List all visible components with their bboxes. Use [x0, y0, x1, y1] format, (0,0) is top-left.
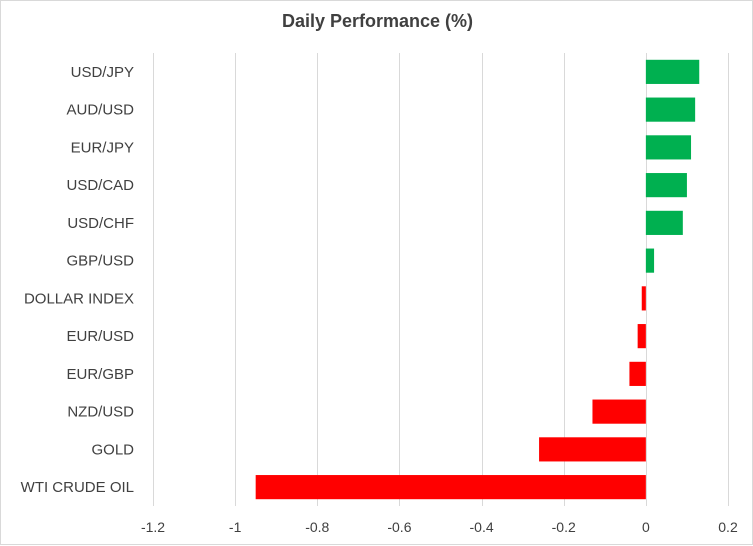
- x-tick-label: -1: [229, 519, 242, 535]
- bar: [629, 361, 646, 386]
- category-label: USD/CHF: [67, 215, 134, 232]
- category-label: NZD/USD: [67, 404, 134, 421]
- x-tick-label: -0.8: [305, 519, 329, 535]
- bar: [645, 173, 687, 198]
- bar: [637, 324, 646, 349]
- x-tick-label: -0.6: [387, 519, 411, 535]
- category-label: DOLLAR INDEX: [24, 290, 134, 307]
- bar: [592, 399, 646, 424]
- bar: [645, 135, 692, 160]
- category-label: GOLD: [91, 441, 134, 458]
- x-tick-label: 0: [642, 519, 650, 535]
- bar: [255, 475, 646, 500]
- x-tick-label: -1.2: [141, 519, 165, 535]
- bar: [645, 248, 655, 273]
- category-label: EUR/GBP: [66, 366, 134, 383]
- bar: [645, 97, 696, 122]
- x-tick-label: 0.2: [718, 519, 738, 535]
- bar: [539, 437, 646, 462]
- bar: [645, 59, 700, 84]
- x-tick-label: -0.4: [470, 519, 494, 535]
- category-label: WTI CRUDE OIL: [21, 479, 134, 496]
- category-label: EUR/JPY: [71, 139, 134, 156]
- category-label: USD/JPY: [71, 64, 134, 81]
- category-label: GBP/USD: [66, 253, 134, 270]
- bar: [645, 210, 683, 235]
- category-label: USD/CAD: [66, 177, 134, 194]
- chart-title: Daily Performance (%): [281, 11, 474, 31]
- x-tick-label: -0.2: [552, 519, 576, 535]
- category-label: EUR/USD: [66, 328, 134, 345]
- bar: [641, 286, 646, 311]
- category-label: AUD/USD: [66, 102, 134, 119]
